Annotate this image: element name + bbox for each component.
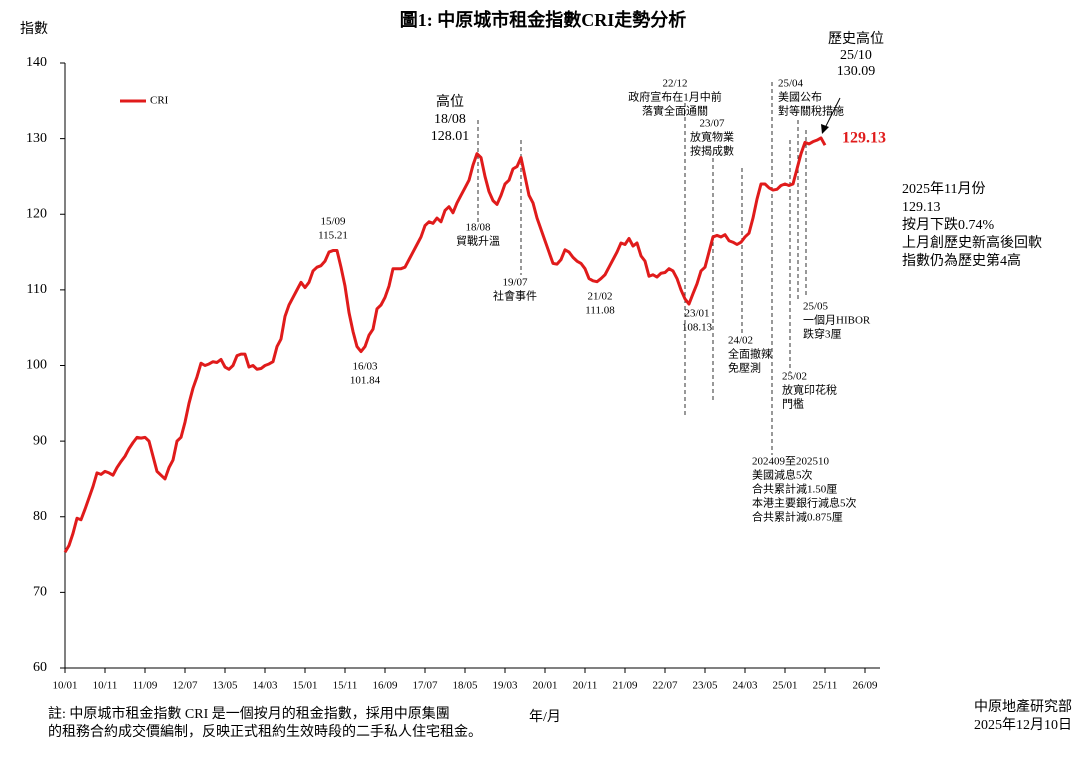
note: 上月創歷史新高後回軟 — [902, 234, 1042, 251]
annotation: 15/09 — [320, 216, 346, 228]
x-axis-label: 年/月 — [529, 709, 561, 725]
annotation: 21/02 — [587, 291, 612, 303]
legend-label: CRI — [150, 95, 169, 107]
y-axis-label: 指數 — [20, 21, 48, 37]
x-tick-label: 24/03 — [732, 680, 758, 692]
arrow — [824, 97, 841, 129]
annotation: 美國減息5次 — [752, 468, 813, 482]
y-tick-label: 120 — [26, 206, 47, 221]
y-tick-label: 130 — [26, 131, 47, 146]
x-tick-label: 10/11 — [93, 680, 118, 692]
x-tick-label: 19/03 — [492, 680, 518, 692]
annotation: 門檻 — [782, 397, 804, 411]
annotation: 對等關稅措施 — [778, 104, 844, 118]
footnote: 的租務合約成交價編制，反映正式租約生效時段的二手私人住宅租金。 — [48, 723, 482, 740]
note: 指數仍為歷史第4高 — [902, 252, 1021, 269]
annotation: 23/07 — [699, 118, 725, 130]
annotation: 落實全面通關 — [642, 104, 708, 118]
annotation: 25/05 — [803, 301, 829, 313]
y-tick-label: 70 — [33, 585, 47, 600]
x-tick-label: 10/01 — [52, 680, 77, 692]
annotation: 18/08 — [465, 222, 491, 234]
annotation: 政府宣布在1月中前 — [628, 90, 722, 104]
x-tick-label: 23/05 — [692, 680, 718, 692]
x-tick-label: 12/07 — [172, 680, 198, 692]
y-tick-label: 140 — [26, 55, 47, 70]
x-tick-label: 13/05 — [212, 680, 238, 692]
chart-title: 圖1: 中原城市租金指數CRI走勢分析 — [400, 9, 687, 30]
x-tick-label: 14/03 — [252, 680, 278, 692]
y-tick-label: 80 — [33, 509, 47, 524]
annotation: 101.84 — [350, 375, 381, 387]
y-tick-label: 90 — [33, 433, 47, 448]
x-tick-label: 20/11 — [573, 680, 598, 692]
annotation: 111.08 — [585, 305, 615, 317]
x-tick-label: 26/09 — [852, 680, 878, 692]
x-tick-label: 25/11 — [813, 680, 838, 692]
y-tick-label: 110 — [27, 282, 47, 297]
annotation: 合共累計減1.50厘 — [752, 482, 837, 496]
annotation: 130.09 — [837, 64, 876, 79]
annotation: 22/12 — [662, 78, 687, 90]
annotation: 社會事件 — [493, 289, 537, 303]
annotation: 19/07 — [502, 277, 528, 289]
annotation: 108.13 — [682, 322, 713, 334]
x-tick-label: 21/09 — [612, 680, 638, 692]
note: 129.13 — [902, 200, 941, 215]
y-tick-label: 100 — [26, 358, 47, 373]
annotation: 跌穿3厘 — [803, 327, 842, 341]
line — [63, 136, 827, 554]
x-tick-label: 15/11 — [333, 680, 358, 692]
annotation: 放寬物業 — [690, 130, 734, 144]
x-tick-label: 18/05 — [452, 680, 478, 692]
x-tick-label: 11/09 — [133, 680, 158, 692]
x-tick-label: 25/01 — [772, 680, 797, 692]
annotation: 202409至202510 — [752, 456, 829, 468]
annotation: 全面撤辣 — [728, 347, 772, 361]
annotation: 23/01 — [684, 308, 709, 320]
annotation: 24/02 — [728, 335, 753, 347]
annotation: 129.13 — [842, 130, 886, 147]
annotation: 按揭成數 — [690, 144, 734, 158]
annotation: 高位 — [436, 93, 464, 110]
annotation: 一個月HIBOR — [803, 314, 871, 327]
annotation: 16/03 — [352, 361, 378, 373]
y-tick-label: 60 — [33, 660, 47, 675]
annotation: 18/08 — [434, 112, 466, 127]
x-tick-label: 17/07 — [412, 680, 438, 692]
annotation: 115.21 — [318, 230, 348, 242]
annotation: 美國公布 — [778, 91, 822, 104]
x-tick-label: 15/01 — [292, 680, 317, 692]
note: 按月下跌0.74% — [902, 217, 994, 233]
x-tick-label: 20/01 — [532, 680, 557, 692]
annotation: 放寬印花稅 — [782, 383, 837, 397]
annotation: 25/04 — [778, 78, 804, 90]
annotation: 歷史高位 — [828, 30, 884, 47]
x-tick-label: 16/09 — [372, 680, 398, 692]
annotation: 25/10 — [840, 48, 872, 63]
annotation: 貿戰升溫 — [456, 234, 500, 248]
annotation: 免壓測 — [728, 361, 761, 375]
footnote: 註: 中原城市租金指數 CRI 是一個按月的租金指數，採用中原集團 — [48, 705, 450, 722]
source: 中原地產研究部 — [974, 698, 1072, 715]
annotation: 128.01 — [431, 129, 470, 144]
note: 2025年11月份 — [902, 181, 985, 197]
annotation: 本港主要銀行減息5次 — [752, 496, 857, 510]
annotation: 25/02 — [782, 371, 807, 383]
source: 2025年12月10日 — [974, 717, 1072, 733]
x-tick-label: 22/07 — [652, 680, 678, 692]
arrow-head — [821, 124, 829, 134]
annotation: 合共累計減0.875厘 — [752, 510, 843, 524]
